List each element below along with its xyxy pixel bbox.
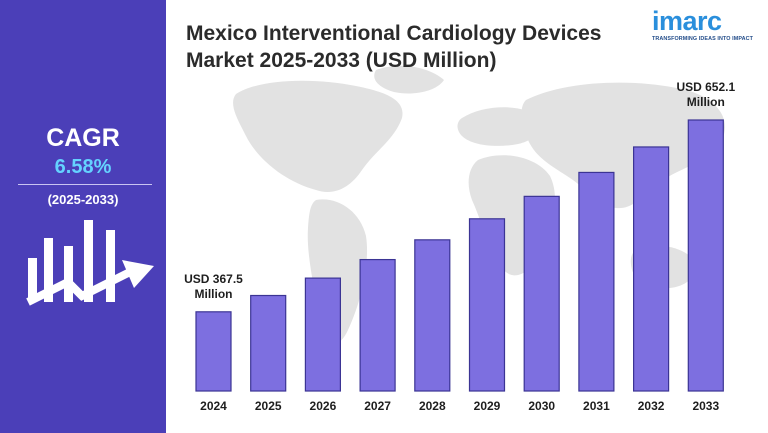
x-tick-label-2031: 2031 (583, 399, 610, 413)
data-label-2024: USD 367.5 Million (179, 272, 249, 302)
cagr-label: CAGR (46, 124, 120, 152)
x-tick-label-2027: 2027 (364, 399, 391, 413)
cagr-period: (2025-2033) (47, 192, 119, 207)
bar-2033 (687, 119, 724, 392)
logo-tagline: TRANSFORMING IDEAS INTO IMPACT (652, 36, 754, 42)
x-tick-label-2029: 2029 (474, 399, 501, 413)
x-tick-label-2024: 2024 (200, 399, 227, 413)
imarc-logo: imarc TRANSFORMING IDEAS INTO IMPACT (652, 6, 758, 42)
data-label-unit: Million (686, 95, 725, 109)
bars (195, 119, 724, 392)
cagr-value: 6.58% (54, 156, 112, 178)
bar-2026 (304, 277, 341, 392)
x-tick-label-2028: 2028 (419, 399, 446, 413)
bar-2029 (468, 218, 506, 392)
cagr-divider (18, 184, 152, 185)
bar-2031 (578, 171, 615, 392)
logo-text: imarc (652, 6, 722, 36)
data-label-2033: USD 652.1 Million (671, 80, 741, 110)
bar-2032 (633, 146, 670, 392)
bar-2030 (523, 195, 560, 392)
x-tick-label-2025: 2025 (255, 399, 282, 413)
page-title: Mexico Interventional Cardiology Devices… (186, 22, 602, 72)
data-label-value: USD 367.5 (184, 271, 243, 286)
data-label-value: USD 652.1 (676, 80, 736, 94)
x-tick-label-2032: 2032 (638, 399, 665, 413)
x-axis-tick-labels: 2024 2025 2026 2027 2028 2029 2030 2031 2032 2033 (200, 399, 719, 413)
x-tick-label-2033: 2033 (692, 399, 719, 413)
bar-chart: 2024 2025 2026 2027 2028 2029 2030 2031 2032 2033 (195, 65, 725, 413)
bar-2028 (414, 239, 451, 392)
x-tick-label-2030: 2030 (528, 399, 555, 413)
bar-2024 (195, 311, 232, 392)
bar-growth-arrow-icon (26, 220, 154, 306)
data-label-unit: Million (194, 286, 233, 301)
bar-2025 (250, 294, 287, 392)
left-panel: CAGR 6.58% (2025-2033) (0, 0, 166, 433)
x-tick-label-2026: 2026 (310, 399, 337, 413)
bar-2027 (359, 258, 396, 392)
